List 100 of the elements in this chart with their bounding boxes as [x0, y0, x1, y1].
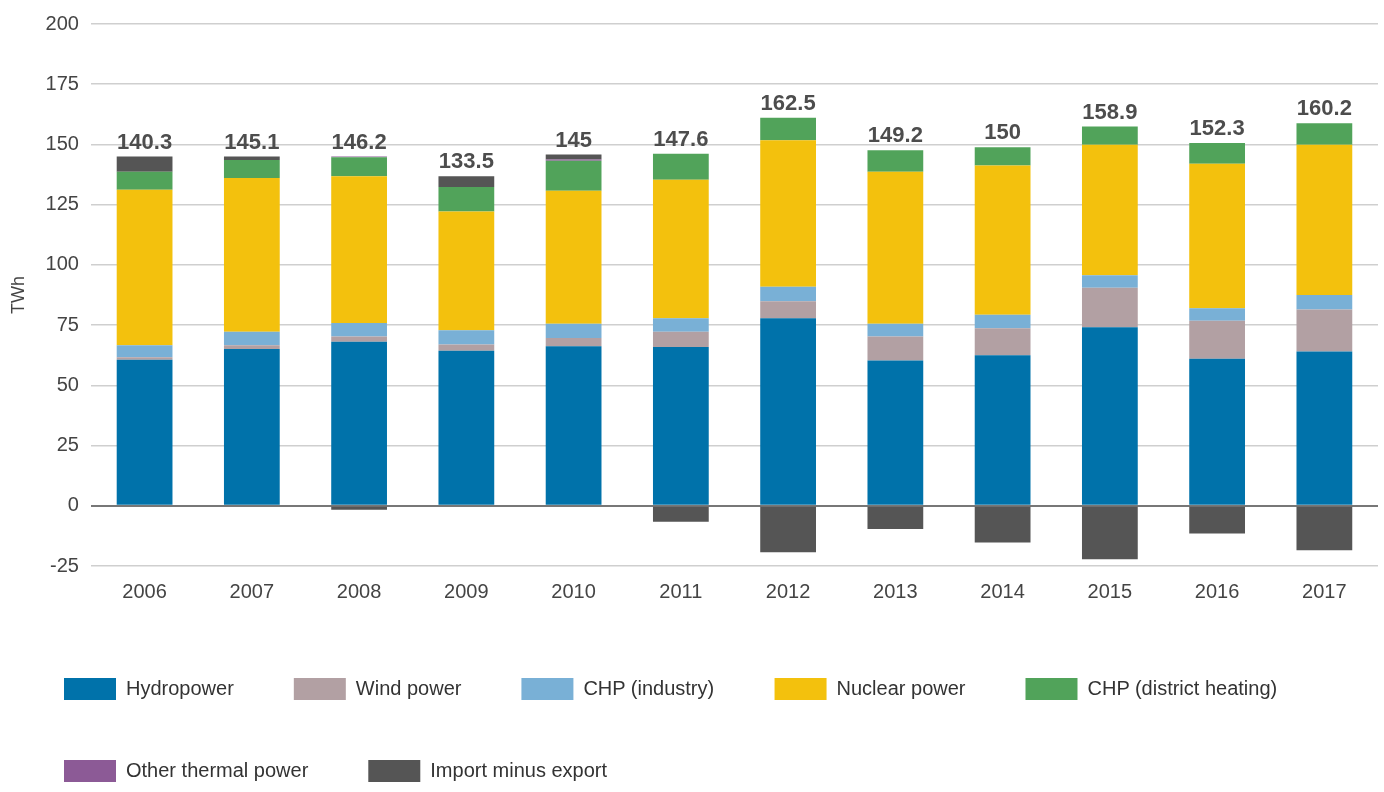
bar [1296, 351, 1353, 505]
bar [116, 345, 173, 358]
bar [116, 359, 173, 505]
x-tick-label: 2011 [659, 579, 703, 602]
x-tick-label: 2008 [336, 579, 382, 602]
legend-label: Nuclear power [836, 676, 966, 699]
bar [116, 189, 173, 346]
annotation: 162.5 [760, 89, 816, 115]
bar [1296, 506, 1353, 551]
annotation: 145.1 [224, 128, 280, 154]
bar [1296, 144, 1353, 295]
bar [974, 314, 1031, 329]
bar [652, 506, 709, 522]
legend-label: Hydropower [126, 676, 235, 699]
bar [1189, 308, 1246, 321]
x-tick-label: 2013 [873, 579, 918, 602]
bar [116, 171, 173, 190]
legend-label: Import minus export [430, 758, 608, 781]
bar [223, 331, 280, 346]
bar [1189, 143, 1246, 164]
bar [545, 338, 602, 347]
bar [438, 176, 495, 188]
bar [652, 331, 709, 348]
bar [1081, 275, 1138, 288]
x-tick-label: 2015 [1087, 579, 1133, 602]
legend-label: Wind power [355, 676, 462, 699]
bar [867, 323, 924, 337]
y-tick-label: 150 [45, 131, 79, 154]
annotation: 133.5 [438, 148, 494, 174]
bar [1296, 309, 1353, 352]
bar [331, 341, 387, 505]
annotation: 140.3 [117, 128, 173, 154]
bar [760, 286, 816, 302]
legend-label: CHP (district heating) [1087, 676, 1278, 699]
y-tick-label: 175 [45, 71, 79, 94]
x-tick-label: 2016 [1194, 579, 1240, 602]
y-axis-title: TWh [7, 276, 28, 314]
bar [1189, 506, 1246, 534]
bar [974, 355, 1031, 505]
x-tick-label: 2009 [444, 579, 489, 602]
y-tick-label: 75 [56, 312, 79, 335]
bar [331, 336, 387, 342]
bar [223, 160, 280, 178]
annotation: 145 [555, 126, 592, 152]
bar [438, 187, 495, 212]
bar [1189, 320, 1246, 359]
bar [438, 211, 495, 331]
x-tick-label: 2014 [980, 579, 1025, 602]
bar [652, 179, 709, 319]
y-tick-label: 25 [56, 433, 79, 456]
bar [545, 160, 602, 191]
bar [1296, 123, 1353, 145]
bar [1296, 295, 1353, 310]
annotation: 146.2 [331, 128, 387, 154]
y-tick-label: 0 [67, 493, 79, 516]
bar [545, 346, 602, 505]
bar [760, 301, 816, 319]
bar [867, 506, 924, 529]
bar [760, 117, 816, 141]
annotation: 147.6 [653, 125, 709, 151]
bar [1189, 163, 1246, 309]
bar [867, 360, 924, 505]
bar [760, 506, 816, 553]
bar [867, 336, 924, 361]
bar [116, 156, 173, 172]
y-tick-label: -25 [50, 553, 79, 576]
bar [974, 328, 1031, 356]
annotation: 149.2 [867, 122, 923, 148]
bar [760, 318, 816, 505]
bar [438, 330, 495, 345]
annotation: 160.2 [1296, 95, 1352, 121]
bar [867, 150, 924, 172]
bar [974, 165, 1031, 315]
bar [1081, 287, 1138, 328]
bar [652, 347, 709, 505]
annotation: 150 [984, 119, 1021, 145]
x-tick-label: 2012 [765, 579, 811, 602]
bar [974, 147, 1031, 166]
bar [545, 154, 602, 160]
bar [331, 176, 387, 323]
annotation: 152.3 [1189, 115, 1245, 141]
bar [545, 323, 602, 339]
y-tick-label: 200 [45, 11, 79, 34]
bar [223, 156, 280, 161]
bar [652, 153, 709, 180]
bar [331, 322, 387, 337]
x-tick-label: 2017 [1302, 579, 1347, 602]
y-tick-label: 50 [56, 372, 79, 395]
bar [652, 318, 709, 332]
bar [1081, 144, 1138, 276]
bar [1081, 327, 1138, 505]
bar [116, 357, 173, 360]
bar [974, 506, 1031, 543]
x-tick-label: 2006 [122, 579, 167, 602]
y-tick-label: 125 [45, 192, 79, 215]
bar [223, 348, 280, 505]
legend-label: CHP (industry) [583, 676, 715, 699]
bar [223, 345, 280, 349]
annotation: 158.9 [1082, 98, 1138, 124]
bar [438, 344, 495, 351]
